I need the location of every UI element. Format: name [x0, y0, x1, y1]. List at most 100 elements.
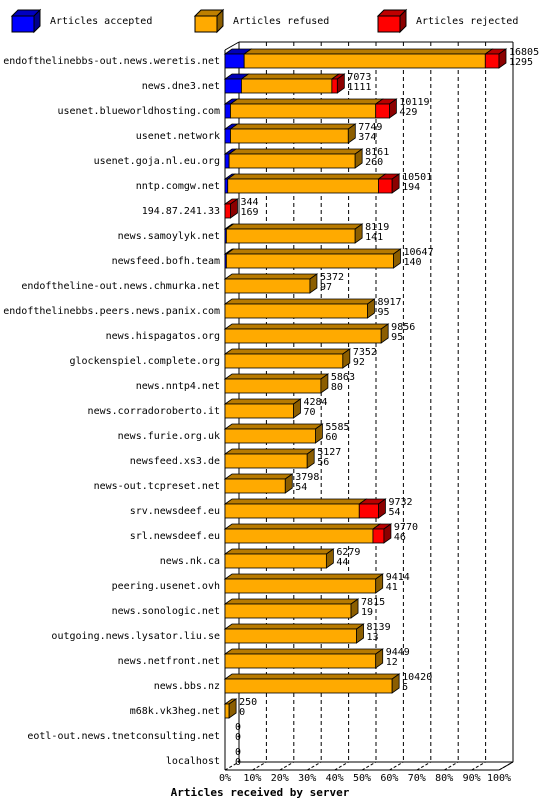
- bar-segment: [224, 653, 377, 669]
- bar-row: [223, 48, 508, 69]
- server-label: endofthelinebbs-out.news.weretis.net: [3, 56, 220, 67]
- bar-segment-top: [223, 348, 352, 355]
- value-label-second: 44: [336, 557, 348, 568]
- bar-segment: [224, 628, 357, 644]
- bar-segment-top: [225, 248, 402, 255]
- bar-row: [223, 623, 365, 644]
- bar-segment: [230, 128, 349, 144]
- value-label-total: 10119: [399, 97, 429, 108]
- bar-segment: [358, 503, 379, 519]
- server-label: news.nk.ca: [160, 556, 220, 567]
- legend-label: Articles rejected: [416, 16, 518, 27]
- legend-swatch: [11, 15, 35, 33]
- tick-diagonal: [389, 761, 404, 771]
- bar-row: [223, 523, 393, 544]
- tick-diagonal: [416, 761, 432, 771]
- server-label: eotl-out.news.tnetconsulting.net: [27, 731, 220, 742]
- value-label-second: 41: [386, 582, 398, 593]
- bars: [223, 48, 508, 719]
- bar-segment-side: [293, 398, 301, 419]
- value-label-second: 12: [386, 657, 398, 668]
- server-label: usenet.goja.nl.eu.org: [94, 156, 220, 167]
- bar-segment-top: [223, 498, 368, 505]
- bar-row: [223, 448, 316, 469]
- bar-segment-side: [306, 448, 315, 469]
- bar-segment: [224, 128, 231, 144]
- x-axis: 0% 10% 20% 30% 40% 50% 60% 70% 80% 90% 100%: [219, 761, 514, 784]
- value-label-total: 8917: [377, 297, 401, 308]
- server-label: news.furie.org.uk: [118, 431, 220, 442]
- value-label-second: 169: [240, 207, 258, 218]
- server-label: localhost: [166, 756, 220, 767]
- value-label-total: 5585: [325, 422, 349, 433]
- value-label-second: 95: [391, 332, 403, 343]
- value-label-second: 54: [295, 482, 307, 493]
- bar-segment-top: [223, 398, 302, 405]
- bar-segment: [378, 178, 393, 194]
- value-label-second: 429: [399, 107, 417, 118]
- bar-segment-top: [225, 223, 364, 230]
- bar-segment: [224, 53, 245, 69]
- bar-segment-top: [223, 548, 335, 555]
- server-label: m68k.vk3heg.net: [130, 706, 220, 717]
- value-label-second: 1295: [509, 57, 533, 68]
- bar-segment: [224, 353, 344, 369]
- value-label-second: 60: [325, 432, 337, 443]
- bar-segment-top: [223, 298, 376, 305]
- value-label-total: 9414: [386, 572, 410, 583]
- bar-segment: [224, 303, 368, 319]
- bar-row: [223, 73, 346, 94]
- bar-segment-side: [354, 223, 363, 244]
- frame-top-left: [224, 41, 240, 51]
- bar-segment-side: [315, 423, 323, 444]
- value-label-total: 344: [240, 197, 258, 208]
- bar-segment-side: [325, 548, 334, 569]
- bar-segment-side: [375, 648, 384, 669]
- value-label-second: 92: [353, 357, 365, 368]
- value-label-total: 6279: [336, 547, 360, 558]
- bar-segment-side: [309, 273, 318, 294]
- bar-row: [223, 648, 384, 669]
- server-label: peering.usenet.ovh: [112, 581, 220, 592]
- bar-segment-side: [375, 573, 384, 594]
- value-label-second: 13: [367, 632, 379, 643]
- bar-segment-side: [228, 698, 237, 719]
- bar-row: [223, 223, 364, 244]
- bar-segment: [224, 578, 377, 594]
- bar-row: [223, 673, 401, 694]
- bar-segment: [224, 553, 327, 569]
- chart-title: Articles received by server: [171, 786, 350, 799]
- server-label: news.hispagatos.org: [106, 331, 220, 342]
- value-label-total: 10501: [402, 172, 432, 183]
- bar-segment: [225, 253, 394, 269]
- bar-segment-side: [336, 73, 345, 94]
- value-label-total: 0: [235, 722, 241, 733]
- bar-segment-top: [223, 623, 365, 630]
- value-label-total: 7073: [347, 72, 371, 83]
- value-label-total: 7749: [358, 122, 382, 133]
- value-label-second: 141: [365, 232, 383, 243]
- tick-diagonal: [334, 761, 349, 771]
- value-label-second: 54: [388, 507, 400, 518]
- x-tick-label: 50%: [353, 773, 371, 784]
- value-label-total: 9732: [388, 497, 412, 508]
- bar-segment: [224, 603, 352, 619]
- bar-segment-side: [498, 48, 507, 69]
- bar-segment: [375, 103, 390, 119]
- tick-diagonal: [279, 761, 295, 771]
- server-label: news.dne3.net: [142, 81, 220, 92]
- x-tick-label: 60%: [380, 773, 398, 784]
- value-label-total: 5127: [317, 447, 341, 458]
- bar-segment-top: [223, 523, 382, 530]
- bar-segment: [228, 153, 356, 169]
- bar-row: [223, 498, 387, 519]
- bar-segment: [227, 178, 379, 194]
- server-label: news.bbs.nz: [154, 681, 220, 692]
- bar-segment-top: [229, 98, 384, 105]
- value-label-second: 0: [235, 732, 241, 743]
- server-label: news.netfront.net: [118, 656, 220, 667]
- server-label: srv.newsdeef.eu: [130, 506, 220, 517]
- value-label-second: 140: [404, 257, 422, 268]
- server-label: news-out.tcpreset.net: [94, 481, 220, 492]
- value-label-second: 0: [239, 707, 245, 718]
